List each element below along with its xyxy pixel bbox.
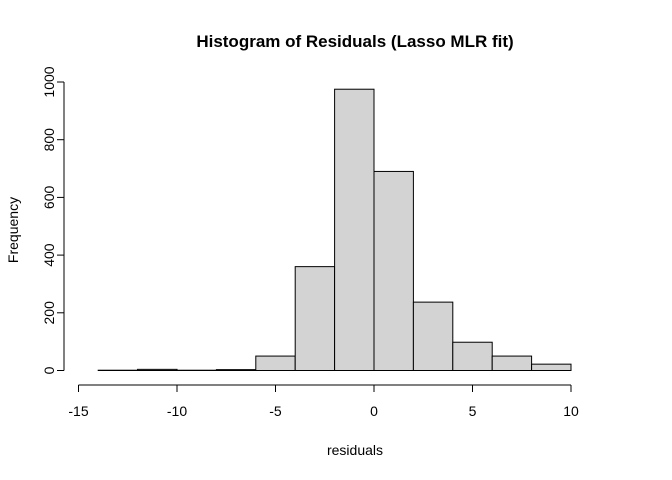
histogram-bar bbox=[412, 301, 454, 371]
histogram-bar bbox=[531, 363, 572, 372]
y-axis-label: Frequency bbox=[5, 197, 21, 263]
histogram-bar bbox=[491, 355, 533, 372]
histogram-bar bbox=[137, 368, 178, 372]
histogram-bars bbox=[97, 88, 572, 372]
x-tick-label: 10 bbox=[563, 403, 579, 419]
histogram-bar bbox=[215, 369, 257, 371]
x-axis: -15 -10 -5 0 5 10 bbox=[68, 384, 579, 419]
x-tick-label: -5 bbox=[269, 403, 282, 419]
histogram-bar bbox=[294, 266, 336, 372]
x-axis-label: residuals bbox=[327, 442, 383, 458]
x-tick-label: -15 bbox=[68, 403, 88, 419]
y-tick-label: 0 bbox=[41, 366, 57, 374]
y-axis: 0 200 400 600 800 1000 bbox=[41, 66, 65, 374]
x-tick-label: -10 bbox=[167, 403, 187, 419]
x-tick-label: 0 bbox=[370, 403, 378, 419]
y-tick-label: 600 bbox=[41, 186, 57, 210]
histogram-bar bbox=[452, 341, 493, 371]
histogram-bar bbox=[373, 170, 414, 371]
y-tick-label: 400 bbox=[41, 243, 57, 267]
y-tick-label: 800 bbox=[41, 128, 57, 152]
chart-title: Histogram of Residuals (Lasso MLR fit) bbox=[196, 32, 513, 51]
histogram-bar bbox=[334, 88, 375, 372]
y-tick-label: 1000 bbox=[41, 66, 57, 97]
y-tick-label: 200 bbox=[41, 301, 57, 325]
histogram-bar bbox=[255, 355, 296, 372]
x-tick-label: 5 bbox=[469, 403, 477, 419]
